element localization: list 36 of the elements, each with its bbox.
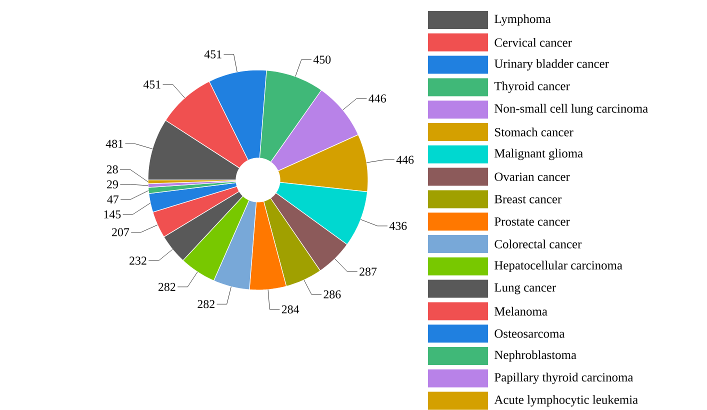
data-label: 436 (389, 222, 407, 230)
legend-label: Stomach cancer (495, 128, 574, 136)
data-label: 282 (158, 282, 176, 291)
data-label: 481 (106, 140, 123, 148)
legend-label: Melanoma (494, 306, 548, 316)
legend-label: Lymphoma (494, 14, 551, 26)
legend-label: Breast cancer (494, 195, 562, 204)
data-label: 28 (106, 165, 118, 174)
legend-label: Thyroid cancer (494, 82, 570, 93)
data-label: 451 (204, 50, 222, 58)
legend-label: Prostate cancer (494, 217, 570, 226)
legend-label: Ovarian cancer (494, 172, 570, 181)
data-label: 446 (368, 94, 386, 102)
data-label: 145 (104, 210, 121, 218)
data-label: 284 (282, 305, 300, 314)
legend-label: Hepatocellular carcinoma (494, 260, 622, 272)
data-label: 286 (324, 290, 341, 298)
legend-label: Lung cancer (494, 283, 556, 294)
legend-label: Malignant glioma (494, 148, 583, 160)
legend-label: Urinary bladder cancer (494, 59, 609, 70)
legend-label: Acute lymphocytic leukemia (494, 395, 638, 406)
data-label: 450 (313, 56, 331, 64)
legend-label: Non-small cell lung carcinoma (494, 104, 648, 116)
data-label: 207 (112, 228, 130, 236)
data-label: 47 (107, 195, 119, 204)
legend-label: Cervical cancer (494, 38, 572, 47)
legend-label: Nephroblastoma (494, 350, 576, 362)
legend-label: Papillary thyroid carcinoma (494, 372, 634, 384)
legend-label: Osteosarcoma (494, 329, 565, 338)
data-label: 287 (360, 268, 377, 276)
data-label: 446 (396, 156, 414, 164)
data-label: 451 (143, 80, 160, 88)
legend-label: Colorectal cancer (494, 240, 582, 248)
data-label: 232 (130, 256, 146, 265)
data-label: 282 (198, 300, 214, 308)
data-label: 29 (107, 180, 118, 188)
